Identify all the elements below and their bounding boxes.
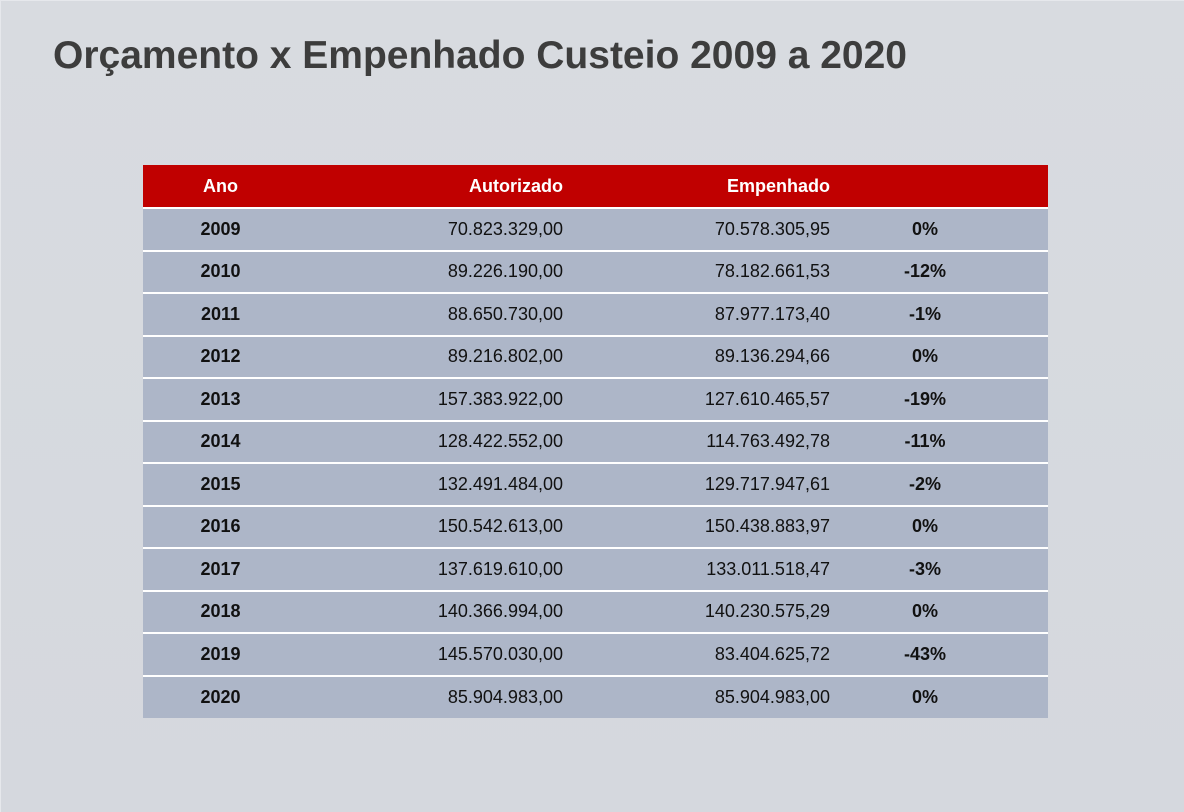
table-row: 2015 132.491.484,00 129.717.947,61 -2% xyxy=(143,462,1048,506)
table-row: 2012 89.216.802,00 89.136.294,66 0% xyxy=(143,334,1048,378)
cell-year: 2019 xyxy=(143,632,298,676)
header-row: Ano Autorizado Empenhado xyxy=(143,165,1048,209)
cell-committed: 85.904.983,00 xyxy=(563,674,830,718)
cell-year: 2010 xyxy=(143,249,298,293)
header-year: Ano xyxy=(143,165,298,209)
table-row: 2011 88.650.730,00 87.977.173,40 -1% xyxy=(143,292,1048,336)
cell-committed: 140.230.575,29 xyxy=(563,589,830,633)
cell-year: 2009 xyxy=(200,218,241,239)
cell-pct: -19% xyxy=(830,377,1048,421)
cell-year: 2015 xyxy=(143,462,298,506)
cell-pct: 0% xyxy=(830,334,1048,378)
cell-pct: 0% xyxy=(830,504,1048,548)
header-pct xyxy=(830,165,1048,209)
cell-year: 2014 xyxy=(143,419,298,463)
cell-authorized: 88.650.730,00 xyxy=(298,292,563,336)
cell-pct-value: -19% xyxy=(903,388,947,409)
cell-authorized: 89.226.190,00 xyxy=(298,249,563,293)
cell-year: 2016 xyxy=(143,504,298,548)
cell-pct-value: 0% xyxy=(911,601,938,622)
slide-title: Orçamento x Empenhado Custeio 2009 a 202… xyxy=(53,34,908,77)
cell-committed: 114.763.492,78 xyxy=(563,419,830,463)
budget-table: Ano Autorizado Empenhado 2009 70.823.329… xyxy=(143,165,1048,718)
cell-pct: -3% xyxy=(830,547,1048,591)
cell-authorized: 150.542.613,00 xyxy=(298,504,563,548)
table-row: 2018 140.366.994,00 140.230.575,29 0% xyxy=(143,589,1048,633)
cell-authorized: 140.366.994,00 xyxy=(298,589,563,633)
cell-authorized: 70.823.329,00 xyxy=(447,218,563,239)
cell-pct: 0% xyxy=(830,674,1048,718)
cell-pct: -11% xyxy=(830,419,1048,463)
cell-pct-value: -2% xyxy=(908,473,941,494)
cell-pct-value: 0% xyxy=(911,218,938,239)
cell-committed: 70.578.305,95 xyxy=(714,218,830,239)
cell-committed: 87.977.173,40 xyxy=(563,292,830,336)
cell-pct-value: 0% xyxy=(911,346,938,367)
cell-authorized: 137.619.610,00 xyxy=(298,547,563,591)
cell-pct-value: -11% xyxy=(904,431,946,452)
cell-committed: 150.438.883,97 xyxy=(563,504,830,548)
cell-pct-value: -12% xyxy=(903,261,947,282)
cell-pct-value: 0% xyxy=(911,516,938,537)
cell-pct-value: -1% xyxy=(908,303,941,324)
cell-year: 2017 xyxy=(143,547,298,591)
cell-year: 2012 xyxy=(143,334,298,378)
table-header: Ano Autorizado Empenhado xyxy=(143,165,1048,209)
cell-committed: 78.182.661,53 xyxy=(563,249,830,293)
table-row: 2014 128.422.552,00 114.763.492,78 -11% xyxy=(143,419,1048,463)
cell-committed: 83.404.625,72 xyxy=(563,632,830,676)
cell-pct: -1% xyxy=(830,292,1048,336)
cell-pct: -12% xyxy=(830,249,1048,293)
cell-committed: 89.136.294,66 xyxy=(563,334,830,378)
cell-committed: 129.717.947,61 xyxy=(563,462,830,506)
cell-pct: -43% xyxy=(830,632,1048,676)
cell-year: 2018 xyxy=(143,589,298,633)
cell-pct: -2% xyxy=(830,462,1048,506)
table-row: 2017 137.619.610,00 133.011.518,47 -3% xyxy=(143,547,1048,591)
cell-committed: 133.011.518,47 xyxy=(563,547,830,591)
table-row: 2019 145.570.030,00 83.404.625,72 -43% xyxy=(143,632,1048,676)
table-row: 2013 157.383.922,00 127.610.465,57 -19% xyxy=(143,377,1048,421)
table-row: 2010 89.226.190,00 78.182.661,53 -12% xyxy=(143,249,1048,293)
header-authorized: Autorizado xyxy=(298,165,563,209)
cell-authorized: 85.904.983,00 xyxy=(298,674,563,718)
cell-authorized: 132.491.484,00 xyxy=(298,462,563,506)
cell-pct: 0% xyxy=(830,589,1048,633)
cell-year: 2013 xyxy=(143,377,298,421)
cell-authorized: 128.422.552,00 xyxy=(298,419,563,463)
cell-authorized: 89.216.802,00 xyxy=(298,334,563,378)
header-committed: Empenhado xyxy=(563,165,830,209)
cell-pct: 0% xyxy=(830,208,1048,251)
cell-pct-value: -3% xyxy=(908,558,941,579)
table-body: 2009 70.823.329,00 70.578.305,95 0% 2010… xyxy=(143,208,1048,718)
cell-year: 2020 xyxy=(143,674,298,718)
cell-pct-value: -43% xyxy=(903,643,947,664)
table-row: 2020 85.904.983,00 85.904.983,00 0% xyxy=(143,674,1048,718)
table-row: 2016 150.542.613,00 150.438.883,97 0% xyxy=(143,504,1048,548)
table-row: 2009 70.823.329,00 70.578.305,95 0% xyxy=(143,208,1048,251)
cell-authorized: 145.570.030,00 xyxy=(298,632,563,676)
cell-pct-value: 0% xyxy=(911,686,938,707)
cell-year: 2011 xyxy=(143,292,298,336)
cell-authorized: 157.383.922,00 xyxy=(298,377,563,421)
cell-committed: 127.610.465,57 xyxy=(563,377,830,421)
